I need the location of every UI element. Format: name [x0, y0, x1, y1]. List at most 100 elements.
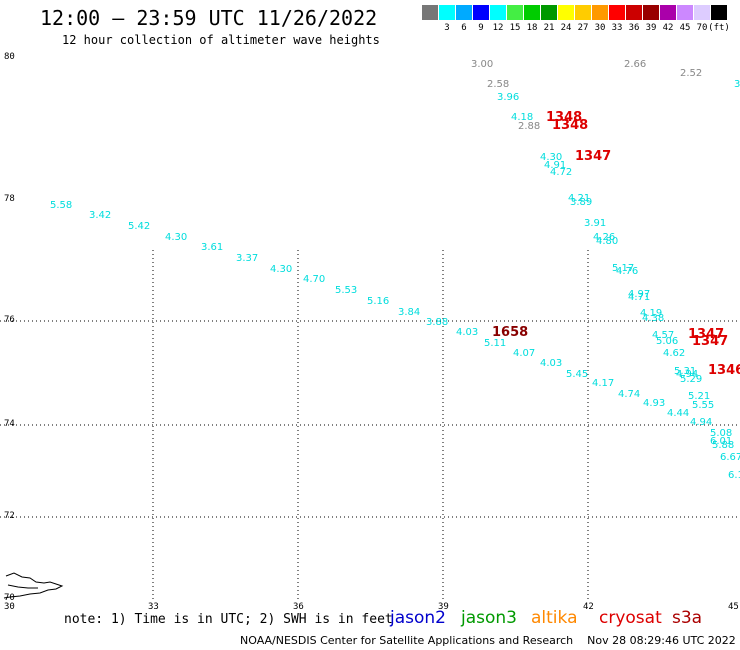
colorbar-swatch	[473, 5, 489, 20]
wave-height-value: 4.72	[550, 167, 573, 178]
colorbar-label: 42	[662, 23, 674, 33]
wave-height-value: 5.31	[674, 366, 697, 377]
map-title: 12:00 – 23:59 UTC 11/26/2022	[40, 6, 378, 30]
satellite-legend-item: cryosat	[599, 608, 662, 628]
wave-height-value: 4.38	[642, 313, 665, 324]
wave-height-value: 3.42	[89, 210, 112, 221]
colorbar-unit: (ft)	[708, 23, 730, 33]
wave-height-value: 5.08	[710, 428, 733, 439]
wave-height-value: 5.58	[50, 200, 73, 211]
wave-height-value: 4.94	[690, 417, 713, 428]
colorbar-label: 6	[461, 23, 467, 33]
colorbar-swatch	[575, 5, 591, 20]
wave-height-value: 3.37	[236, 253, 259, 264]
wave-height-value: 5.21	[688, 391, 711, 402]
wave-height-value: 6.01	[710, 436, 733, 447]
wave-height-value: 4.91	[544, 160, 567, 171]
colorbar-label: 15	[509, 23, 521, 33]
wave-height-value: 4.03	[456, 327, 479, 338]
satellite-legend-item: jason2	[390, 608, 446, 628]
wave-height-value: 4.19	[640, 308, 663, 319]
colorbar-swatch	[490, 5, 506, 20]
colorbar-swatch	[609, 5, 625, 20]
wave-height-value: 4.80	[596, 236, 619, 247]
satellite-legend-item: altika	[531, 608, 578, 628]
storm-pressure-label: 1348	[546, 110, 583, 125]
wave-height-value: 4.03	[540, 358, 563, 369]
colorbar-label: 12	[492, 23, 504, 33]
wave-height-value: 4.07	[513, 348, 536, 359]
storm-pressure-label: 1348	[552, 118, 589, 133]
wave-height-value: 3.61	[201, 242, 224, 253]
colorbar-swatch	[541, 5, 557, 20]
colorbar-swatch	[626, 5, 642, 20]
footer-note: note: 1) Time is in UTC; 2) SWH is in fe…	[64, 612, 393, 627]
wave-height-value: 3	[734, 79, 740, 90]
colorbar-swatch	[643, 5, 659, 20]
colorbar-label: 9	[478, 23, 484, 33]
satellite-legend-item: s3a	[672, 608, 703, 628]
wave-height-value: 6.1	[728, 470, 740, 481]
storm-pressure-label: 1658	[492, 325, 529, 340]
colorbar-swatch	[711, 5, 727, 20]
wave-height-value: 4.26	[593, 232, 616, 243]
colorbar-swatch	[694, 5, 710, 20]
wave-height-value: 2.58	[487, 79, 510, 90]
wave-height-value: 5.53	[335, 285, 358, 296]
wave-height-value: 5.42	[128, 221, 151, 232]
wave-height-value: 4.57	[652, 330, 675, 341]
wave-height-value: 5.16	[367, 296, 390, 307]
latitude-label: 72	[4, 511, 15, 521]
wave-height-value: 5.55	[692, 400, 715, 411]
wave-height-value: 3.88	[426, 317, 449, 328]
colorbar-label: 27	[577, 23, 589, 33]
wave-height-value: 4.17	[592, 378, 615, 389]
wave-height-value: 6.67	[720, 452, 740, 463]
wave-height-value: 2.52	[680, 68, 703, 79]
wave-height-value: 4.97	[628, 289, 651, 300]
storm-pressure-label: 1346	[708, 363, 740, 378]
wave-height-value: 2.88	[518, 121, 541, 132]
map-subtitle: 12 hour collection of altimeter wave hei…	[62, 33, 380, 47]
colorbar-swatch	[422, 5, 438, 20]
wave-height-value: 3.89	[570, 197, 593, 208]
storm-pressure-label: 1347	[688, 327, 725, 342]
latitude-label: 78	[4, 194, 15, 204]
colorbar-swatch	[507, 5, 523, 20]
wave-height-value: 5.17	[612, 263, 635, 274]
wave-height-value: 3.96	[497, 92, 520, 103]
colorbar-swatch	[592, 5, 608, 20]
wave-height-value: 4.30	[540, 152, 563, 163]
colorbar-label: 70	[696, 23, 708, 33]
colorbar-label: 33	[611, 23, 623, 33]
colorbar-label: 30	[594, 23, 606, 33]
colorbar-label: 21	[543, 23, 555, 33]
wave-height-value: 4.93	[643, 398, 666, 409]
wave-height-value: 4.44	[667, 408, 690, 419]
longitude-label: 30	[4, 602, 15, 612]
satellite-legend-item: jason3	[461, 608, 517, 628]
wave-height-value: 3.00	[471, 59, 494, 70]
colorbar-swatch	[439, 5, 455, 20]
wave-height-value: 4.76	[616, 266, 639, 277]
wave-height-value: 4.18	[511, 112, 534, 123]
colorbar-label: 3	[444, 23, 450, 33]
colorbar-label: 36	[628, 23, 640, 33]
wave-height-value: 3.91	[584, 218, 607, 229]
colorbar-label: 39	[645, 23, 657, 33]
wave-height-value: 5.11	[484, 338, 507, 349]
longitude-label: 45	[728, 602, 739, 612]
colorbar-swatch	[558, 5, 574, 20]
colorbar-label: 24	[560, 23, 572, 33]
colorbar-swatch	[660, 5, 676, 20]
wave-height-value: 5.06	[656, 336, 679, 347]
colorbar-swatch	[456, 5, 472, 20]
longitude-label: 36	[293, 602, 304, 612]
longitude-label: 33	[148, 602, 159, 612]
wave-height-value: 5.45	[566, 369, 589, 380]
latitude-label: 80	[4, 52, 15, 62]
wave-height-value: 4.30	[270, 264, 293, 275]
longitude-label: 42	[583, 602, 594, 612]
